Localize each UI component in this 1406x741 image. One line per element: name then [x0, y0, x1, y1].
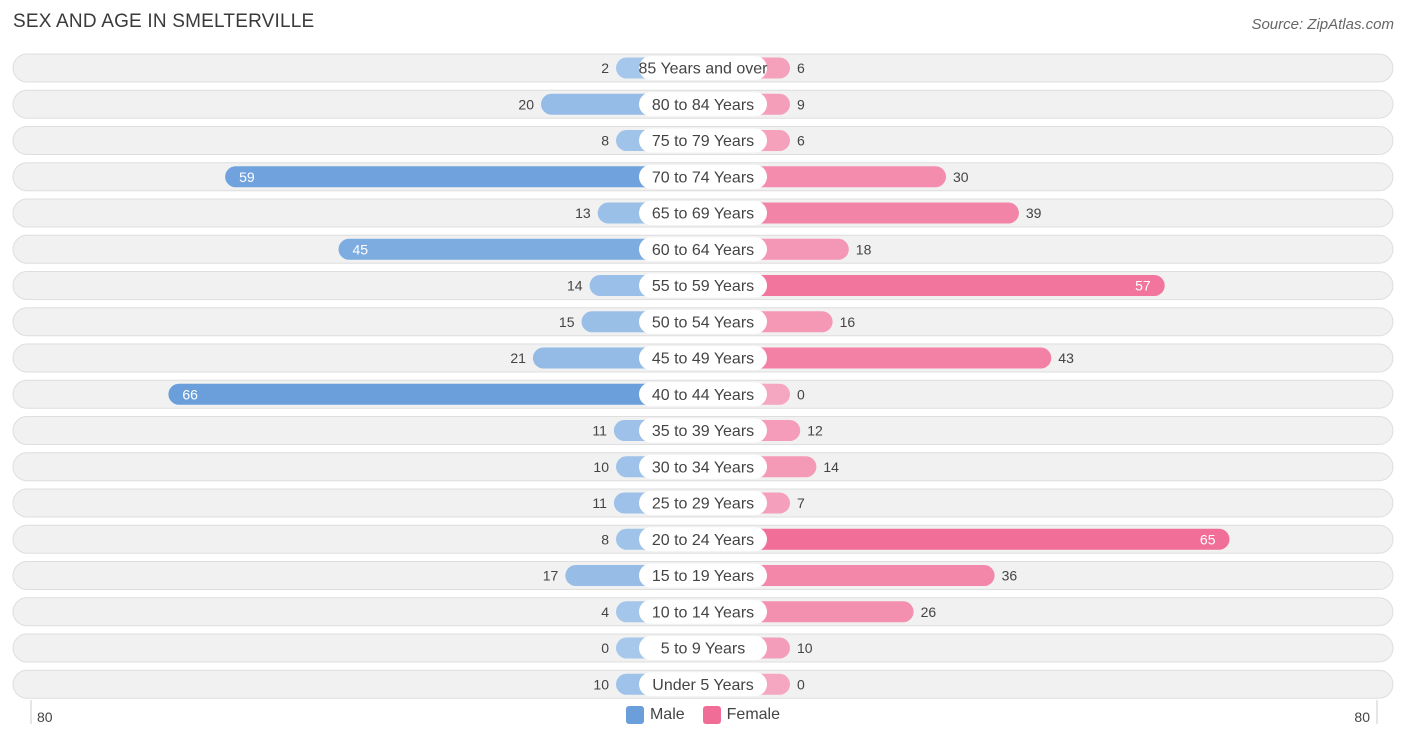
male-value-label: 8 — [601, 133, 609, 149]
female-value-label: 12 — [807, 423, 823, 439]
male-bar — [168, 383, 703, 405]
male-value-label: 14 — [567, 278, 583, 294]
category-label-bg — [639, 309, 767, 334]
female-bar — [703, 202, 1019, 224]
male-value-label: 45 — [353, 241, 369, 257]
female-value-label: 0 — [797, 386, 805, 402]
male-value-label: 0 — [601, 640, 609, 656]
category-label-bg — [639, 563, 767, 588]
category-label: 35 to 39 Years — [652, 423, 754, 440]
category-label-bg — [639, 128, 767, 153]
female-bar — [703, 565, 995, 586]
female-value-label: 10 — [797, 640, 813, 656]
category-label: 15 to 19 Years — [652, 568, 754, 585]
male-value-label: 8 — [601, 531, 609, 547]
female-bar — [703, 528, 1230, 550]
female-value-label: 26 — [921, 604, 937, 620]
category-label-bg — [639, 92, 767, 117]
category-label: 30 to 34 Years — [652, 459, 754, 476]
category-label: 45 to 49 Years — [652, 351, 754, 368]
category-label: 40 to 44 Years — [652, 387, 754, 404]
legend-item-female[interactable]: Female — [702, 706, 781, 724]
male-value-label: 20 — [518, 96, 534, 112]
male-bar — [338, 238, 703, 260]
male-value-label: 10 — [593, 676, 609, 692]
female-value-label: 7 — [797, 495, 805, 511]
category-label-bg — [639, 382, 767, 407]
female-value-label: 39 — [1026, 205, 1042, 221]
female-value-label: 36 — [1002, 568, 1018, 584]
chart-source: Source: ZipAtlas.com — [1251, 16, 1394, 33]
category-label: 10 to 14 Years — [652, 604, 754, 621]
legend-label-female: Female — [726, 706, 781, 723]
category-label: 60 to 64 Years — [652, 242, 754, 259]
male-value-label: 2 — [601, 60, 609, 76]
male-value-label: 59 — [239, 169, 255, 185]
category-label-bg — [639, 599, 767, 624]
male-value-label: 4 — [601, 604, 609, 620]
category-label: 75 to 79 Years — [652, 133, 754, 150]
category-label-bg — [639, 672, 767, 697]
category-label-bg — [639, 491, 767, 515]
chart-legend: Male Female — [0, 706, 1406, 724]
category-label: 80 to 84 Years — [652, 97, 754, 114]
female-value-label: 14 — [823, 459, 839, 475]
category-label: 20 to 24 Years — [652, 532, 754, 549]
legend-label-male: Male — [649, 706, 685, 723]
legend-swatch-female — [702, 706, 721, 724]
axis-tick-right: 80 — [1354, 709, 1370, 725]
male-value-label: 10 — [593, 459, 609, 475]
legend-item-male[interactable]: Male — [625, 706, 685, 724]
female-value-label: 6 — [797, 60, 805, 76]
male-value-label: 13 — [575, 205, 591, 221]
female-value-label: 30 — [953, 169, 969, 185]
category-label-bg — [639, 418, 767, 443]
female-bar — [703, 347, 1052, 369]
axis-tick-left: 80 — [37, 709, 53, 725]
female-bar — [703, 275, 1165, 296]
female-value-label: 0 — [797, 676, 805, 692]
category-label: 65 to 69 Years — [652, 206, 754, 223]
category-label: 5 to 9 Years — [661, 641, 746, 658]
legend-swatch-male — [625, 706, 644, 724]
male-value-label: 11 — [592, 495, 607, 511]
category-label-bg — [639, 56, 767, 80]
female-value-label: 57 — [1135, 278, 1151, 294]
category-label-bg — [639, 346, 767, 370]
female-value-label: 18 — [856, 241, 872, 257]
male-value-label: 21 — [510, 350, 526, 366]
male-value-label: 11 — [592, 423, 607, 439]
category-label-bg — [639, 273, 767, 298]
category-label: 85 Years and over — [639, 61, 769, 78]
category-label: Under 5 Years — [652, 677, 753, 694]
male-value-label: 15 — [559, 314, 575, 330]
female-value-label: 6 — [797, 133, 805, 149]
female-value-label: 43 — [1058, 350, 1074, 366]
category-label-bg — [639, 201, 767, 225]
category-label: 70 to 74 Years — [652, 169, 754, 186]
chart-title: SEX AND AGE IN SMELTERVILLE — [13, 11, 315, 32]
category-label-bg — [639, 454, 767, 479]
category-label-bg — [639, 527, 767, 552]
category-label-bg — [639, 636, 767, 660]
female-value-label: 9 — [797, 96, 805, 112]
category-label-bg — [639, 237, 767, 262]
category-label: 25 to 29 Years — [652, 496, 754, 513]
category-label: 50 to 54 Years — [652, 314, 754, 331]
female-value-label: 65 — [1200, 531, 1216, 547]
category-label-bg — [639, 164, 767, 189]
female-value-label: 16 — [840, 314, 856, 330]
male-bar — [225, 166, 703, 188]
category-label: 55 to 59 Years — [652, 278, 754, 295]
male-value-label: 17 — [543, 568, 559, 584]
male-value-label: 66 — [182, 386, 198, 402]
